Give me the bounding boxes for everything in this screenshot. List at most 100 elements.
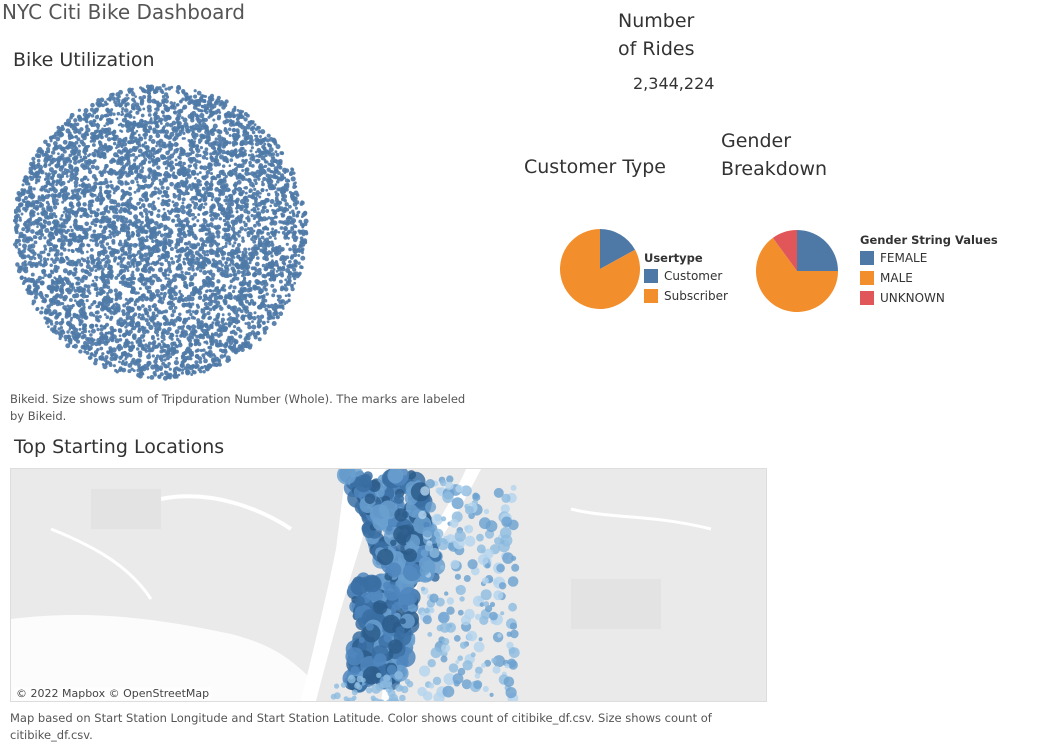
bike-mark[interactable] (198, 269, 203, 273)
bike-mark[interactable] (161, 110, 165, 115)
bike-mark[interactable] (40, 295, 45, 300)
bike-mark[interactable] (263, 142, 267, 146)
bike-mark[interactable] (46, 239, 51, 243)
bike-mark[interactable] (33, 167, 37, 171)
bike-mark[interactable] (104, 331, 108, 335)
bike-mark[interactable] (60, 242, 64, 247)
bike-mark[interactable] (69, 177, 74, 182)
bike-mark[interactable] (43, 163, 48, 169)
bike-mark[interactable] (243, 117, 248, 122)
bike-mark[interactable] (221, 313, 225, 317)
bike-mark[interactable] (204, 184, 208, 187)
bike-mark[interactable] (193, 89, 197, 93)
bike-mark[interactable] (92, 282, 98, 288)
bike-mark[interactable] (36, 158, 41, 163)
bike-mark[interactable] (56, 285, 60, 289)
bike-mark[interactable] (304, 229, 308, 234)
bike-mark[interactable] (68, 328, 72, 331)
bike-mark[interactable] (151, 311, 156, 316)
bike-mark[interactable] (59, 132, 65, 137)
bike-mark[interactable] (112, 303, 116, 306)
bike-mark[interactable] (192, 162, 198, 168)
bike-mark[interactable] (79, 278, 85, 283)
bike-mark[interactable] (26, 228, 31, 232)
bike-mark[interactable] (116, 111, 121, 116)
bike-mark[interactable] (93, 148, 98, 153)
bike-mark[interactable] (168, 243, 172, 248)
bike-mark[interactable] (159, 147, 163, 151)
bike-mark[interactable] (61, 318, 64, 321)
bike-mark[interactable] (270, 240, 274, 245)
bike-mark[interactable] (188, 100, 193, 105)
bike-mark[interactable] (220, 185, 225, 190)
bike-mark[interactable] (85, 120, 89, 124)
bike-mark[interactable] (201, 186, 206, 191)
bike-mark[interactable] (270, 230, 274, 235)
bike-mark[interactable] (229, 306, 235, 312)
bike-mark[interactable] (153, 329, 160, 335)
bike-mark[interactable] (108, 288, 113, 294)
bike-mark[interactable] (89, 356, 93, 360)
bike-mark[interactable] (138, 241, 142, 246)
bike-mark[interactable] (134, 155, 139, 160)
bike-mark[interactable] (191, 217, 195, 221)
bike-mark[interactable] (26, 218, 32, 224)
bike-mark[interactable] (228, 193, 234, 199)
bike-mark[interactable] (86, 256, 90, 260)
bike-mark[interactable] (218, 103, 222, 107)
bike-mark[interactable] (28, 169, 34, 175)
bike-mark[interactable] (72, 274, 76, 277)
bike-mark[interactable] (76, 137, 81, 142)
bike-mark[interactable] (262, 294, 266, 298)
bike-mark[interactable] (189, 365, 194, 371)
bike-mark[interactable] (290, 176, 296, 182)
bike-mark[interactable] (21, 183, 25, 187)
bike-mark[interactable] (89, 248, 94, 252)
bike-mark[interactable] (183, 302, 187, 306)
bike-mark[interactable] (269, 275, 274, 279)
bike-mark[interactable] (99, 240, 103, 245)
bike-mark[interactable] (98, 315, 102, 319)
bike-mark[interactable] (75, 122, 80, 127)
bike-mark[interactable] (112, 141, 117, 146)
bike-mark[interactable] (34, 231, 39, 235)
bike-mark[interactable] (150, 176, 156, 183)
bike-mark[interactable] (238, 219, 243, 224)
bike-mark[interactable] (145, 84, 150, 89)
bike-mark[interactable] (224, 195, 229, 199)
bike-mark[interactable] (151, 239, 155, 243)
bike-mark[interactable] (161, 194, 165, 198)
bike-mark[interactable] (212, 123, 218, 129)
bike-mark[interactable] (232, 183, 236, 187)
bike-mark[interactable] (155, 144, 158, 148)
bike-mark[interactable] (73, 235, 77, 239)
bike-mark[interactable] (95, 317, 100, 322)
bike-mark[interactable] (145, 260, 150, 265)
bike-mark[interactable] (92, 264, 97, 269)
bike-mark[interactable] (161, 98, 166, 104)
bike-mark[interactable] (182, 106, 186, 110)
bike-mark[interactable] (162, 177, 166, 181)
bike-mark[interactable] (98, 129, 103, 134)
bike-mark[interactable] (147, 155, 152, 160)
bike-mark[interactable] (174, 158, 178, 162)
bike-mark[interactable] (202, 150, 206, 154)
bike-mark[interactable] (43, 188, 48, 193)
bike-mark[interactable] (246, 283, 251, 288)
bike-mark[interactable] (108, 145, 112, 149)
bike-mark[interactable] (76, 258, 82, 264)
bike-mark[interactable] (247, 153, 251, 157)
bike-mark[interactable] (90, 102, 95, 108)
bike-mark[interactable] (165, 107, 170, 112)
bike-mark[interactable] (213, 158, 218, 163)
bike-mark[interactable] (140, 152, 145, 157)
bike-mark[interactable] (253, 247, 258, 252)
bike-mark[interactable] (132, 222, 137, 227)
bike-mark[interactable] (205, 157, 209, 161)
bike-mark[interactable] (44, 227, 50, 234)
bike-mark[interactable] (49, 269, 53, 273)
bike-mark[interactable] (191, 310, 195, 314)
bike-mark[interactable] (81, 157, 86, 161)
bike-mark[interactable] (113, 152, 119, 158)
bike-mark[interactable] (144, 197, 149, 203)
